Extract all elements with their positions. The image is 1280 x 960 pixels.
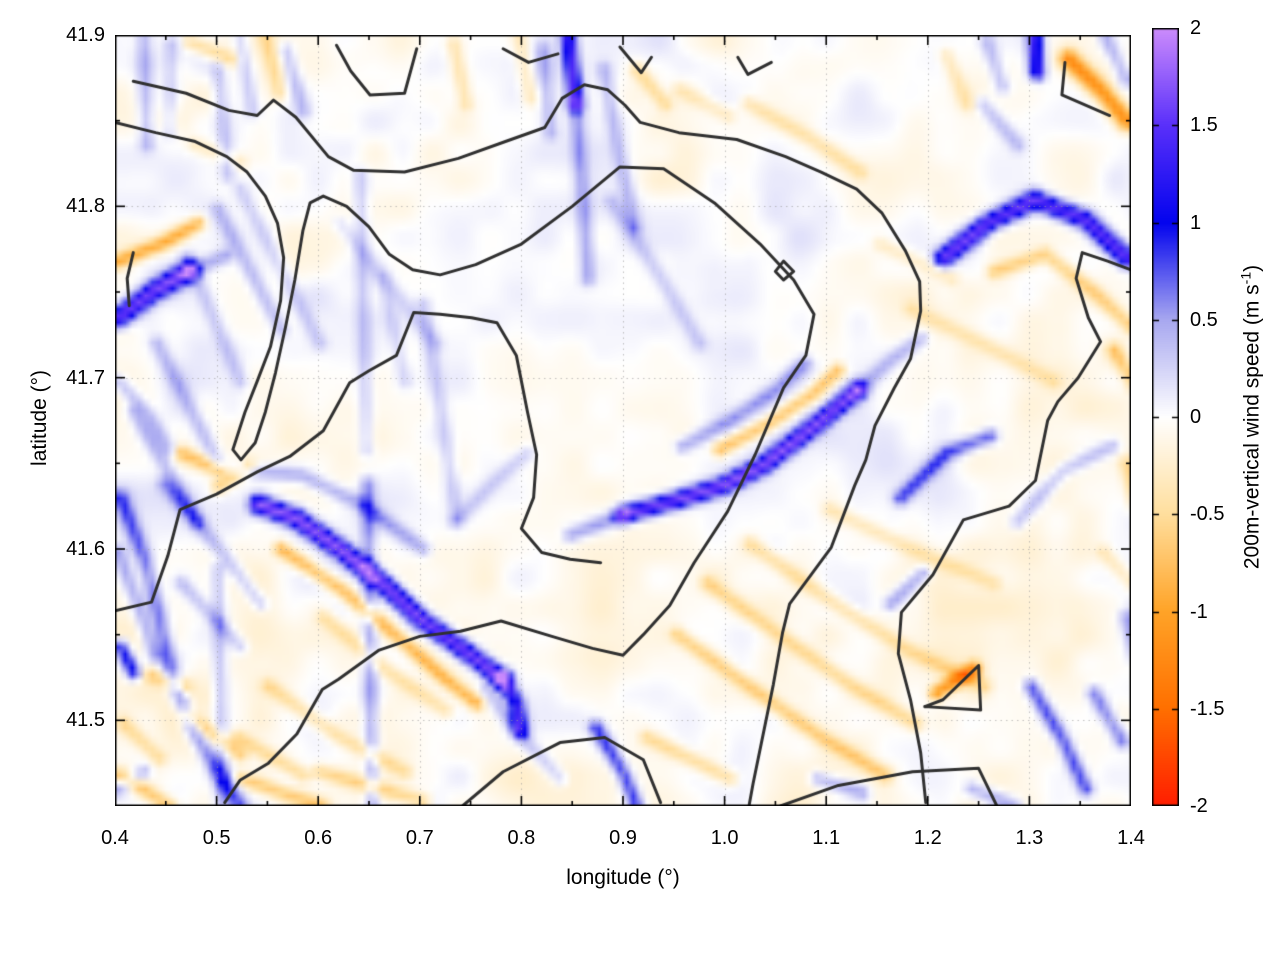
- colorbar-tick-label-0.5: 0.5: [1190, 308, 1218, 331]
- colorbar-label-text: 200m-vertical wind speed (m s: [1240, 284, 1264, 570]
- x-tick-label-0.7: 0.7: [405, 827, 434, 849]
- colorbar-tick-label-2: 2: [1190, 17, 1202, 39]
- colorbar-tick-label-1.5: 1.5: [1190, 114, 1218, 137]
- colorbar-tick-label--1.5: -1.5: [1190, 697, 1225, 720]
- colorbar-tick-label--0.5: -0.5: [1190, 503, 1225, 526]
- y-tick-label-41.7: 41.7: [66, 366, 105, 389]
- colorbar-label-superscript: -1: [1237, 271, 1254, 285]
- x-tick-label-1.0: 1.0: [710, 827, 739, 849]
- colorbar-tick-label-0: 0: [1190, 406, 1202, 428]
- x-tick-label-1.3: 1.3: [1015, 827, 1044, 849]
- x-tick-label-0.5: 0.5: [202, 827, 231, 849]
- y-tick-label-41.6: 41.6: [66, 538, 105, 560]
- x-tick-label-1.2: 1.2: [913, 827, 942, 849]
- x-tick-label-0.6: 0.6: [304, 827, 333, 849]
- y-tick-label-41.8: 41.8: [66, 195, 105, 218]
- x-tick-label-0.9: 0.9: [609, 827, 637, 849]
- x-axis-label: longitude (°): [566, 866, 680, 889]
- colorbar-tick-label--2: -2: [1190, 795, 1208, 817]
- heatmap-plot-canvas: [115, 35, 1131, 806]
- y-tick-label-41.5: 41.5: [66, 709, 105, 732]
- colorbar-gradient-canvas: [1152, 28, 1179, 806]
- y-tick-label-41.9: 41.9: [66, 24, 105, 46]
- x-tick-label-1.4: 1.4: [1117, 827, 1145, 849]
- colorbar-tick-label-1: 1: [1190, 211, 1202, 234]
- colorbar-label-suffix: ): [1240, 264, 1264, 272]
- x-tick-label-0.8: 0.8: [507, 827, 536, 849]
- x-tick-label-0.4: 0.4: [101, 827, 129, 849]
- y-axis-label: latitude (°): [28, 370, 51, 466]
- colorbar-tick-label--1: -1: [1190, 600, 1208, 623]
- x-tick-label-1.1: 1.1: [812, 827, 841, 849]
- colorbar-label: 200m-vertical wind speed (m s-1): [1238, 265, 1265, 569]
